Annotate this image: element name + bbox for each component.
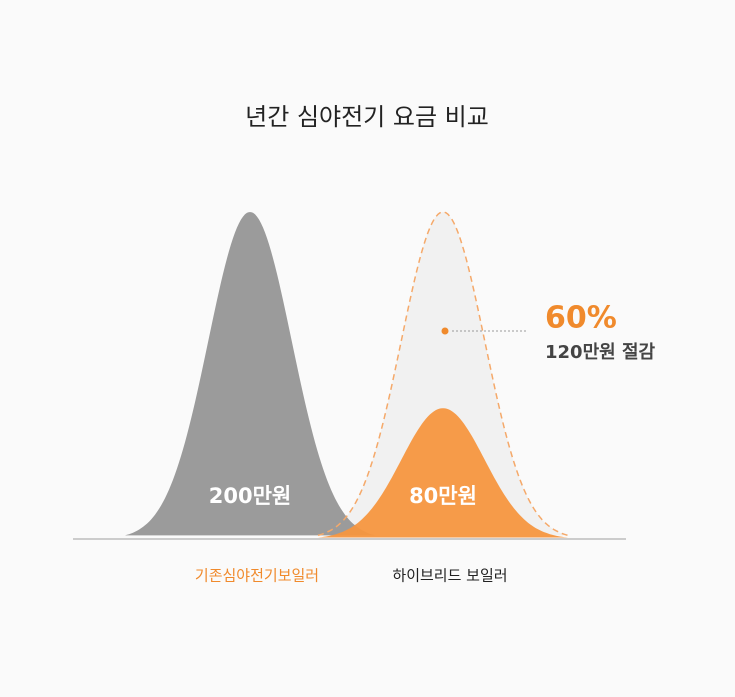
value-label: 80만원 (409, 484, 477, 508)
reference-outline (317, 211, 569, 537)
annotation-dot (441, 327, 449, 335)
chart-title: 년간 심야전기 요금 비교 (245, 103, 489, 131)
annotation-percent: 60% (545, 301, 617, 336)
category-label: 기존심야전기보일러 (195, 567, 319, 585)
annotation-saving: 120만원 절감 (545, 342, 656, 363)
category-label: 하이브리드 보일러 (392, 567, 507, 585)
bell (318, 408, 568, 538)
reference-bell (318, 212, 568, 536)
value-label: 200만원 (209, 484, 291, 508)
bell (125, 212, 375, 536)
